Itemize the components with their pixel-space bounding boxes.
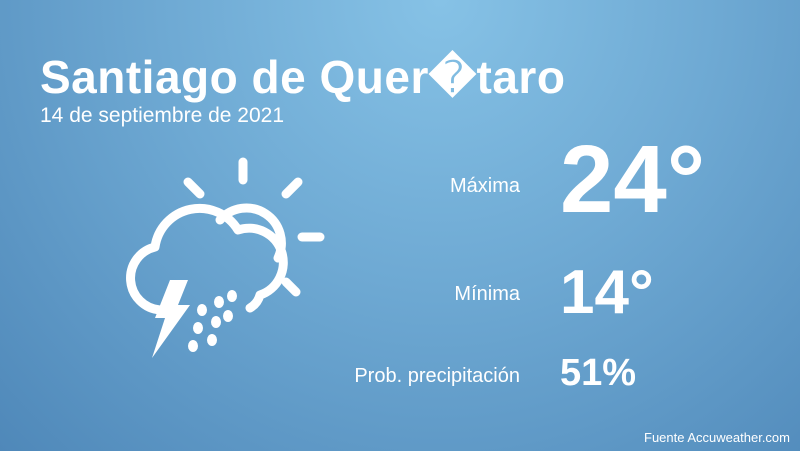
precip-value: 51%: [560, 352, 637, 394]
precip-label: Prob. precipitación: [354, 365, 520, 387]
max-value: 24°: [560, 126, 706, 233]
source: Fuente Accuweather.com: [644, 430, 790, 445]
date: 14 de septiembre de 2021: [40, 104, 285, 127]
city-title: Santiago de Quer�taro: [40, 51, 566, 103]
min-value: 14°: [560, 258, 654, 327]
max-label: Máxima: [449, 175, 520, 197]
weather-icon: [126, 157, 325, 358]
min-label: Mínima: [454, 283, 520, 305]
